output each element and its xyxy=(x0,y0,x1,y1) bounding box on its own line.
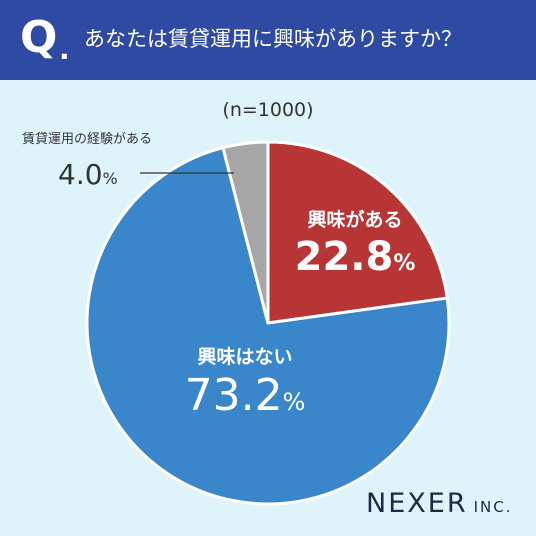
slice-name-experience: 賃貸運用の経験がある xyxy=(22,132,153,147)
slice-value-experience: 4.0% xyxy=(58,158,118,191)
pie-slice-experience xyxy=(221,140,270,325)
brand-name: NEXER xyxy=(366,488,468,519)
question-text: あなたは賃貸運用に興味がありますか？ xyxy=(84,27,462,51)
sample-size-label: (n=1000) xyxy=(222,99,314,121)
slice-name-interest: 興味がある xyxy=(307,209,403,231)
q-dot: . xyxy=(59,33,70,66)
slice-name-no-interest: 興味はない xyxy=(197,346,293,368)
slice-label-interest: 興味がある 22.8% xyxy=(280,207,430,288)
pie-slice-interest xyxy=(266,140,449,325)
question-header: Q . あなたは賃貸運用に興味がありますか？ xyxy=(0,0,536,80)
q-mark: Q xyxy=(20,12,58,63)
brand-logo: NEXER INC. xyxy=(366,488,512,520)
slice-label-no-interest: 興味はない 73.2% xyxy=(160,344,330,428)
brand-suffix: INC. xyxy=(473,498,513,516)
slice-value-interest: 22.8% xyxy=(294,234,416,280)
slice-value-no-interest: 73.2% xyxy=(184,370,306,421)
pie-slice-no-interest xyxy=(85,146,451,506)
